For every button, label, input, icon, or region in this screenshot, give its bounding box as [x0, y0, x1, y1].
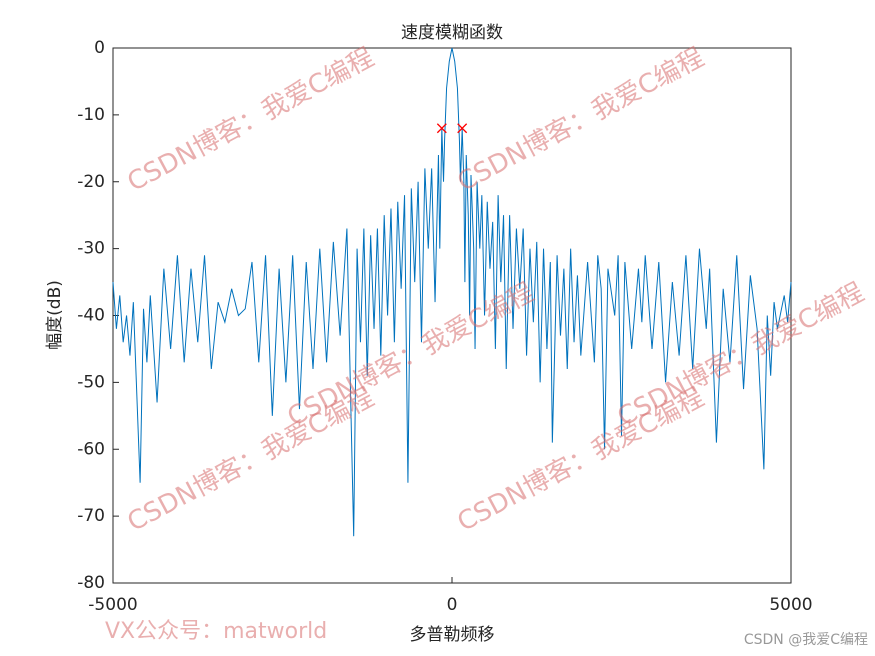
marker	[457, 123, 468, 134]
watermark: CSDN @我爱C编程	[744, 632, 868, 648]
y-tick-label: -80	[77, 573, 105, 593]
x-axis-label: 多普勒频移	[410, 625, 495, 645]
marker	[436, 123, 447, 134]
y-tick-label: -50	[77, 372, 105, 392]
y-tick-label: -10	[77, 105, 105, 125]
y-tick-label: 0	[94, 38, 105, 58]
y-tick-label: -70	[77, 506, 105, 526]
x-tick-label: 5000	[769, 595, 812, 615]
x-tick-label: -5000	[88, 595, 137, 615]
watermark: VX公众号：matworld	[105, 619, 327, 644]
x-tick-label: 0	[447, 595, 458, 615]
y-tick-label: -30	[77, 239, 105, 259]
y-tick-label: -40	[77, 306, 105, 326]
y-axis-label: 幅度(dB)	[45, 280, 65, 350]
y-tick-label: -20	[77, 172, 105, 192]
chart-title: 速度模糊函数	[401, 23, 503, 43]
y-tick-label: -60	[77, 439, 105, 459]
